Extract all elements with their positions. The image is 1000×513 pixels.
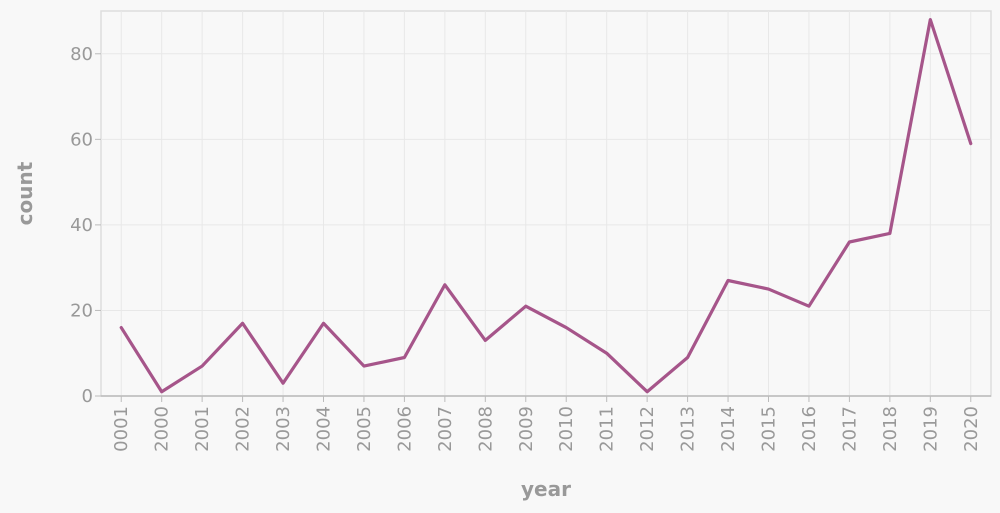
x-tick-label: 2001 bbox=[192, 406, 213, 452]
series-line bbox=[119, 17, 973, 394]
y-tick-label: 20 bbox=[70, 300, 93, 321]
x-tick-label: 2005 bbox=[354, 406, 375, 452]
x-tick-label: 2004 bbox=[314, 406, 335, 452]
grid-lines bbox=[101, 11, 991, 397]
x-tick-label: 2002 bbox=[233, 406, 254, 452]
x-tick-label: 2019 bbox=[920, 406, 941, 452]
y-tick-label: 60 bbox=[70, 129, 93, 150]
y-axis-title: count bbox=[13, 161, 37, 225]
x-tick-label: 2000 bbox=[152, 406, 173, 452]
x-axis-title: year bbox=[521, 477, 571, 501]
x-tick-label: 0001 bbox=[111, 406, 132, 452]
x-tick-label: 2020 bbox=[961, 406, 982, 452]
x-tick-label: 2008 bbox=[475, 406, 496, 452]
x-tick-label: 2018 bbox=[880, 406, 901, 452]
x-tick-label: 2014 bbox=[718, 406, 739, 452]
y-tick-label: 80 bbox=[70, 44, 93, 65]
x-tick-label: 2011 bbox=[597, 406, 618, 452]
x-tick-label: 2013 bbox=[678, 406, 699, 452]
x-tick-label: 2017 bbox=[839, 406, 860, 452]
x-tick-label: 2015 bbox=[759, 406, 780, 452]
x-tick-label: 2007 bbox=[435, 406, 456, 452]
y-tick-label: 0 bbox=[82, 386, 93, 407]
axes: 0 20 40 60 80 0001 2000 2001 2002 2003 2004 2005 200… bbox=[70, 44, 991, 452]
y-tick-label: 40 bbox=[70, 215, 93, 236]
x-tick-label: 2009 bbox=[516, 406, 537, 452]
x-tick-label: 2006 bbox=[394, 406, 415, 452]
x-tick-label: 2010 bbox=[556, 406, 577, 452]
series-layer bbox=[119, 17, 973, 394]
x-tick-label: 2016 bbox=[799, 406, 820, 452]
x-tick-label: 2003 bbox=[273, 406, 294, 452]
plot-area bbox=[100, 10, 992, 397]
x-tick-label: 2012 bbox=[637, 406, 658, 452]
